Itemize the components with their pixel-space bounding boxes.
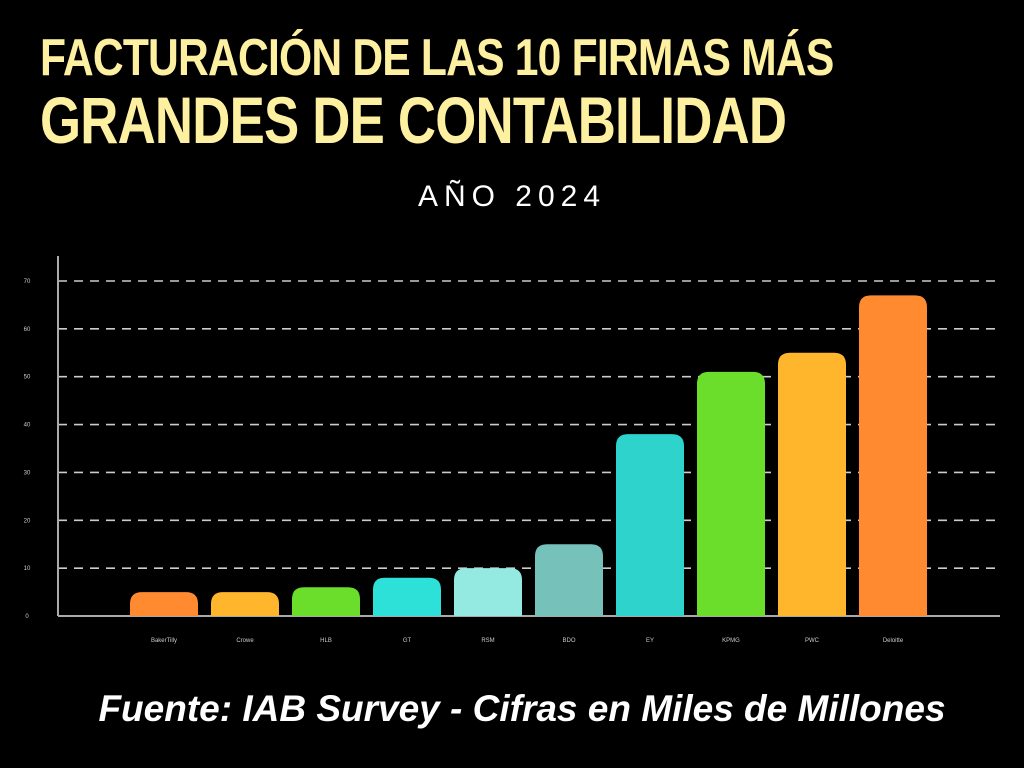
x-tick-label: BDO	[562, 638, 575, 644]
chart-title-line2: GRANDES DE CONTABILIDAD	[40, 83, 787, 157]
y-tick-label: 50	[24, 375, 31, 381]
chart-title-line1: FACTURACIÓN DE LAS 10 FIRMAS MÁS	[40, 29, 834, 87]
x-tick-label: RSM	[481, 638, 494, 644]
y-tick-label: 60	[24, 327, 31, 333]
x-tick-label: Crowe	[236, 638, 254, 644]
y-tick-label: 10	[24, 566, 31, 572]
bar	[778, 352, 846, 616]
bar	[211, 592, 279, 616]
y-tick-label: 0	[25, 614, 29, 620]
source-note: Fuente: IAB Survey - Cifras en Miles de …	[98, 688, 946, 729]
x-tick-label: EY	[646, 638, 654, 644]
x-tick-label: KPMG	[722, 638, 740, 644]
bar	[535, 544, 603, 616]
x-tick-label: GT	[403, 638, 412, 644]
bar	[373, 577, 441, 616]
bar	[292, 587, 360, 616]
bar-chart: 0 10 20 30 40 50 60 70 BakerTilly Crowe HLB GT RSM BD…	[24, 256, 1000, 644]
y-tick-label: 30	[24, 470, 31, 476]
y-tick-label: 20	[24, 518, 31, 524]
x-tick-label: HLB	[320, 638, 332, 644]
bar	[454, 568, 522, 616]
x-tick-label: Deloitte	[883, 638, 904, 644]
bar	[616, 434, 684, 616]
x-tick-label: PWC	[805, 638, 820, 644]
bar	[130, 592, 198, 616]
chart-subtitle: AÑO 2024	[417, 180, 607, 213]
x-tick-label: BakerTilly	[151, 638, 177, 644]
y-tick-label: 40	[24, 423, 31, 429]
bar	[859, 295, 927, 616]
bar	[697, 371, 765, 616]
y-tick-label: 70	[24, 279, 31, 285]
